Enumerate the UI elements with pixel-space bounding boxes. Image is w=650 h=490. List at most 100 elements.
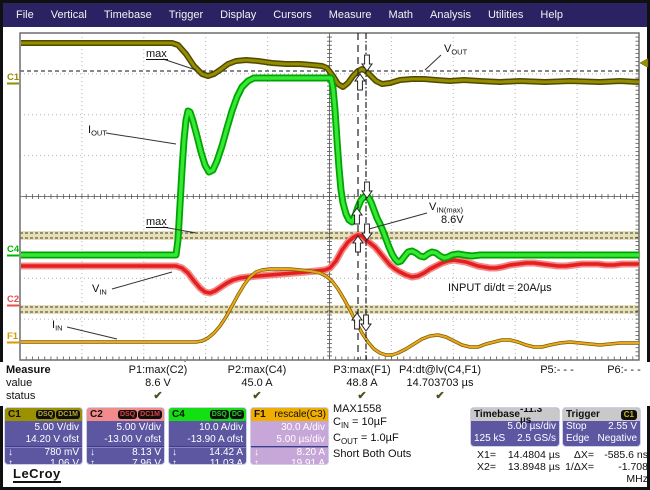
menu-item-display[interactable]: Display: [220, 9, 257, 21]
c1-offset: 14.20 V ofst: [25, 434, 79, 445]
timebase-samples: 125 kS: [474, 433, 506, 444]
c2-dsq-badge: DSQ: [117, 410, 138, 419]
c2-volts-per-div: 5.00 V/div: [116, 422, 161, 433]
cout-note: COUT = 1.0µF: [333, 432, 399, 447]
measure-col-p1: P1:max(C2) 8.6 V ✔: [93, 364, 223, 403]
channel-box-c2[interactable]: C2 DSQ DC1M 5.00 V/div -13.00 V ofst ↓ 8.…: [86, 407, 165, 465]
menu-item-analysis[interactable]: Analysis: [430, 9, 471, 21]
device-note: MAX1558 CIN = 10µF COUT = 1.0µF Short Bo…: [333, 403, 411, 461]
trigger-mode: Stop: [566, 421, 587, 432]
c2-coupling-badge: DC1M: [138, 410, 162, 419]
min-arrow-icon: ↓: [8, 447, 13, 458]
x2-value: 13.8948 µs: [507, 461, 560, 473]
c1-min-value: 780 mV: [44, 447, 79, 458]
f1-min-value: 8.20 A: [296, 447, 325, 458]
p4-label[interactable]: P4:dt@lv(C4,F1): [398, 364, 482, 376]
min-arrow-icon: ↓: [172, 447, 177, 458]
c1-max-value: 1.06 V: [50, 458, 79, 465]
c4-dsq-badge: DSQ: [209, 410, 229, 419]
channel-box-f1[interactable]: F1 rescale(C3) 30.0 A/div 5.00 µs/div ↓ 8…: [250, 407, 329, 465]
min-arrow-icon: ↓: [254, 447, 259, 458]
shorted-note: Short Both Outs: [333, 448, 412, 461]
menu-item-help[interactable]: Help: [540, 9, 564, 21]
menu-item-measure[interactable]: Measure: [328, 9, 372, 21]
f1-amps-per-div: 30.0 A/div: [281, 422, 325, 433]
menu-item-trigger[interactable]: Trigger: [168, 9, 204, 21]
c4-min-value: 14.42 A: [209, 447, 243, 458]
p6-label[interactable]: P6:- - -: [607, 364, 641, 376]
p2-label[interactable]: P2:max(C4): [227, 364, 287, 376]
value-label: value: [6, 377, 33, 389]
measure-col-p3: P3:max(F1) 48.8 A ✔: [297, 364, 427, 403]
cursor-arrow-marker: [361, 54, 373, 72]
p1-status-icon: ✔: [153, 390, 163, 402]
c4-label: C4: [172, 409, 185, 420]
measure-col-p4: P4:dt@lv(C4,F1) 14.703703 µs ✔: [375, 364, 505, 403]
menu-item-timebase[interactable]: Timebase: [103, 9, 152, 21]
cursor-arrow-marker: [351, 312, 363, 330]
cursor-arrow-marker: [354, 73, 366, 91]
status-label: status: [6, 390, 36, 402]
p3-status-icon: ✔: [357, 390, 367, 402]
cin-note: CIN = 10µF: [333, 416, 387, 431]
measure-label: Measure: [6, 364, 51, 376]
max-arrow-icon: ↑: [90, 458, 95, 465]
trigger-title: Trigger: [566, 409, 600, 420]
f1-label: F1: [254, 409, 266, 420]
measure-col-p6: P6:- - -: [559, 364, 650, 377]
channel-box-c4[interactable]: C4 DSQ DC 10.0 A/div -13.90 A ofst ↓ 14.4…: [168, 407, 247, 465]
cursor-readout: X1= 14.4804 µs ΔX= -585.6 ns X2= 13.8948…: [468, 449, 648, 485]
c2-min-value: 8.13 V: [132, 447, 161, 458]
menu-item-cursors[interactable]: Cursors: [273, 9, 312, 21]
cursor-arrow-marker: [352, 235, 364, 253]
plot-annotation: IIN: [52, 319, 63, 333]
x1-label: X1=: [477, 449, 496, 461]
menu-item-utilities[interactable]: Utilities: [487, 9, 524, 21]
cursor-arrow-marker: [360, 314, 372, 332]
p3-value: 48.8 A: [346, 377, 378, 389]
plot-annotation: 8.6V: [441, 214, 464, 226]
device-title: MAX1558: [333, 403, 382, 415]
cursor-arrow-marker: [361, 223, 373, 241]
p5-label[interactable]: P5:- - -: [540, 364, 574, 376]
trigger-slope: Negative: [597, 433, 637, 444]
p3-label[interactable]: P3:max(F1): [333, 364, 391, 376]
c2-max-value: 7.96 V: [132, 458, 161, 465]
channel-tag-c2: C2: [7, 294, 19, 305]
trigger-level: 2.55 V: [608, 421, 637, 432]
c1-volts-per-div: 5.00 V/div: [34, 422, 79, 433]
trigger-box[interactable]: Trigger C1 Stop 2.55 V Edge Negative: [562, 407, 641, 447]
channel-tag-c1: C1: [7, 72, 20, 83]
p4-value: 14.703703 µs: [406, 377, 474, 389]
max-arrow-icon: ↑: [8, 458, 13, 465]
trigger-source-badge: C1: [620, 409, 637, 420]
c2-offset: -13.00 V ofst: [104, 434, 161, 445]
menu-item-file[interactable]: File: [16, 9, 34, 21]
trigger-level-marker: [639, 58, 649, 68]
max-arrow-icon: ↑: [254, 458, 259, 465]
menu-item-math[interactable]: Math: [388, 9, 413, 21]
lecroy-logo: LeCroy: [13, 466, 61, 483]
p2-value: 45.0 A: [241, 377, 273, 389]
menu-bar: File Vertical Timebase Trigger Display C…: [3, 3, 647, 27]
measure-col-p2: P2:max(C4) 45.0 A ✔: [192, 364, 322, 403]
inv-dx-label: 1/ΔX=: [565, 461, 594, 473]
measure-table: Measure value status P1:max(C2) 8.6 V ✔ …: [0, 362, 650, 406]
p1-label[interactable]: P1:max(C2): [128, 364, 188, 376]
measure-col-p5: P5:- - -: [492, 364, 622, 377]
channel-box-c1[interactable]: C1 DSQ DC1M 5.00 V/div 14.20 V ofst ↓ 780…: [4, 407, 83, 465]
measure-row-labels: Measure value status: [6, 364, 51, 403]
c1-coupling-badge: DC1M: [56, 410, 80, 419]
cursor-arrow-marker: [361, 181, 373, 199]
plot-annotation: max: [146, 48, 167, 60]
plot-annotation: max: [146, 216, 167, 228]
x2-label: X2=: [477, 461, 496, 473]
p4-status-icon: ✔: [435, 390, 445, 402]
cursor-arrow-marker: [351, 207, 363, 225]
menu-item-vertical[interactable]: Vertical: [50, 9, 87, 21]
channel-tag-f1: F1: [7, 331, 19, 342]
c4-amps-per-div: 10.0 A/div: [199, 422, 243, 433]
trigger-coupling: Edge: [566, 433, 590, 444]
timebase-box[interactable]: Timebase -11.3 µs 5.00 µs/div 125 kS 2.5…: [470, 407, 560, 447]
